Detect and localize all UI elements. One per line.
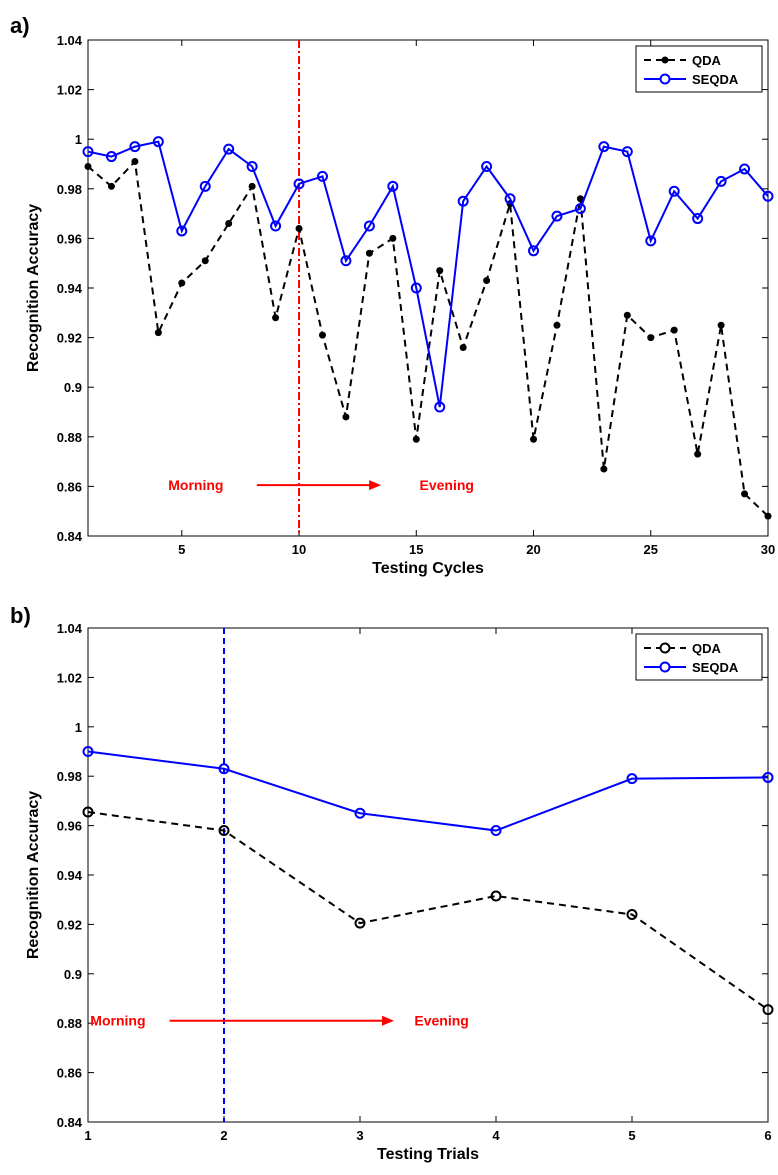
chart-a-ytick-label: 0.9 bbox=[64, 380, 82, 395]
chart-a-point-qda bbox=[553, 322, 560, 329]
chart-a-legend-marker-qda bbox=[662, 57, 669, 64]
chart-a-legend-marker-seqda bbox=[661, 75, 670, 84]
chart-a-point-qda bbox=[436, 267, 443, 274]
chart-b-ylabel: Recognition Accuracy bbox=[25, 791, 42, 959]
chart-a-ytick-label: 0.86 bbox=[57, 479, 82, 494]
chart-a-point-qda bbox=[178, 280, 185, 287]
chart-panel-a: a) 0.84 0.86 0.88 0.9 0.92 0.94 0.96 0.98 1 1.02 1.… bbox=[0, 0, 778, 587]
chart-a-arrow-head bbox=[369, 480, 381, 490]
chart-a-evening-label: Evening bbox=[420, 477, 474, 493]
chart-a-morning-label: Morning bbox=[168, 477, 223, 493]
chart-b-xtick-label: 2 bbox=[220, 1128, 227, 1143]
chart-b-series-qda-line bbox=[88, 812, 768, 1010]
chart-a-point-qda bbox=[108, 183, 115, 190]
chart-a-xtick-label: 20 bbox=[526, 542, 540, 557]
chart-a-svg: a) 0.84 0.86 0.88 0.9 0.92 0.94 0.96 0.98 1 1.02 1.… bbox=[0, 0, 778, 587]
chart-a-point-qda bbox=[389, 235, 396, 242]
chart-b-ytick-label: 0.86 bbox=[57, 1066, 82, 1081]
chart-a-ytick-label: 0.94 bbox=[57, 281, 83, 296]
chart-a-xtick-label: 10 bbox=[292, 542, 306, 557]
chart-b-legend-marker-qda bbox=[661, 644, 670, 653]
chart-a-point-qda bbox=[624, 312, 631, 319]
chart-a-point-qda bbox=[225, 220, 232, 227]
chart-b-xtick-label: 5 bbox=[628, 1128, 635, 1143]
chart-b-evening-label: Evening bbox=[414, 1013, 468, 1029]
chart-a-ylabel: Recognition Accuracy bbox=[25, 204, 42, 372]
chart-b-xtick-label: 4 bbox=[492, 1128, 500, 1143]
chart-a-point-qda bbox=[202, 257, 209, 264]
chart-a-ytick-label: 1 bbox=[75, 132, 82, 147]
chart-a-point-qda bbox=[718, 322, 725, 329]
chart-b-ytick-label: 0.84 bbox=[57, 1115, 83, 1130]
chart-a-legend-label-qda: QDA bbox=[692, 53, 722, 68]
chart-panel-b: b) 0.84 0.86 0.88 0.9 0.92 0.94 0.96 0.98 1 1.02 1.… bbox=[0, 588, 778, 1175]
chart-a-point-qda bbox=[342, 413, 349, 420]
chart-a-point-qda bbox=[600, 466, 607, 473]
chart-b-ytick-label: 1 bbox=[75, 720, 82, 735]
chart-a-point-qda bbox=[741, 490, 748, 497]
chart-a-panel-label: a) bbox=[10, 13, 30, 38]
chart-b-xtick-label: 3 bbox=[356, 1128, 363, 1143]
chart-a-point-qda bbox=[272, 314, 279, 321]
chart-b-ytick-label: 1.02 bbox=[57, 670, 82, 685]
chart-a-legend-label-seqda: SEQDA bbox=[692, 72, 739, 87]
chart-a-point-qda bbox=[366, 250, 373, 257]
chart-b-arrow-head bbox=[382, 1016, 394, 1026]
chart-b-ytick-label: 1.04 bbox=[57, 621, 83, 636]
chart-b-ytick-label: 0.9 bbox=[64, 967, 82, 982]
chart-b-axes-box bbox=[88, 628, 768, 1122]
chart-b-xtick-label: 1 bbox=[84, 1128, 91, 1143]
chart-a-point-qda bbox=[530, 436, 537, 443]
chart-a-point-qda bbox=[319, 332, 326, 339]
chart-a-point-qda bbox=[413, 436, 420, 443]
chart-a-point-qda bbox=[155, 329, 162, 336]
chart-b-xtick-label: 6 bbox=[764, 1128, 771, 1143]
chart-b-ytick-label: 0.96 bbox=[57, 819, 82, 834]
chart-b-ytick-label: 0.92 bbox=[57, 917, 82, 932]
chart-a-xtick-label: 25 bbox=[644, 542, 658, 557]
chart-a-ytick-label: 0.92 bbox=[57, 331, 82, 346]
chart-a-point-qda bbox=[460, 344, 467, 351]
chart-a-point-qda bbox=[765, 513, 772, 520]
chart-b-morning-label: Morning bbox=[90, 1013, 145, 1029]
chart-a-point-qda bbox=[131, 158, 138, 165]
chart-b-legend-label-seqda: SEQDA bbox=[692, 660, 739, 675]
chart-a-point-qda bbox=[85, 163, 92, 170]
chart-a-point-qda bbox=[483, 277, 490, 284]
chart-a-ytick-label: 0.98 bbox=[57, 182, 82, 197]
chart-a-ytick-label: 0.84 bbox=[57, 529, 83, 544]
chart-a-xtick-label: 30 bbox=[761, 542, 775, 557]
chart-a-point-qda bbox=[249, 183, 256, 190]
chart-a-xlabel: Testing Cycles bbox=[372, 560, 484, 577]
chart-b-svg: b) 0.84 0.86 0.88 0.9 0.92 0.94 0.96 0.98 1 1.02 1.… bbox=[0, 588, 778, 1175]
chart-a-point-qda bbox=[296, 225, 303, 232]
chart-a-ytick-label: 0.88 bbox=[57, 430, 82, 445]
chart-b-xlabel: Testing Trials bbox=[377, 1146, 479, 1163]
chart-a-point-qda bbox=[694, 451, 701, 458]
chart-a-xtick-label: 15 bbox=[409, 542, 423, 557]
chart-a-ytick-label: 1.04 bbox=[57, 33, 83, 48]
chart-a-point-qda bbox=[647, 334, 654, 341]
chart-b-legend-marker-seqda bbox=[661, 663, 670, 672]
chart-b-series-seqda-line bbox=[88, 752, 768, 831]
chart-a-ytick-label: 0.96 bbox=[57, 231, 82, 246]
chart-b-ytick-label: 0.94 bbox=[57, 868, 83, 883]
chart-b-ytick-label: 0.98 bbox=[57, 769, 82, 784]
chart-b-legend-label-qda: QDA bbox=[692, 641, 722, 656]
chart-a-axes-box bbox=[88, 40, 768, 536]
chart-a-point-qda bbox=[671, 327, 678, 334]
chart-a-xtick-label: 5 bbox=[178, 542, 185, 557]
chart-b-ytick-label: 0.88 bbox=[57, 1016, 82, 1031]
chart-a-ytick-label: 1.02 bbox=[57, 83, 82, 98]
chart-b-panel-label: b) bbox=[10, 603, 31, 628]
